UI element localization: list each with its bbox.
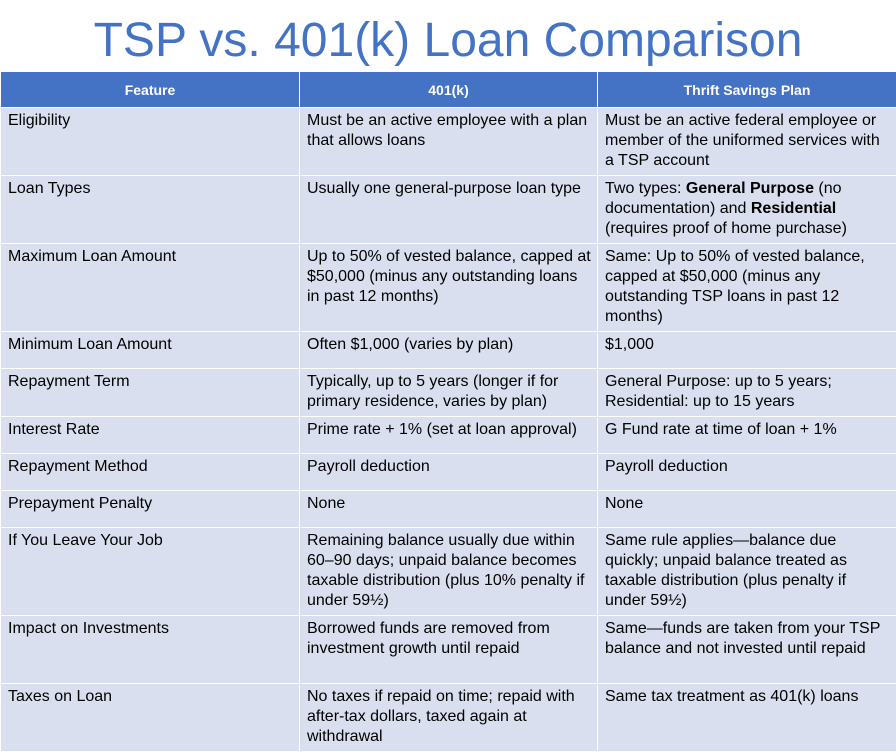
feature-cell: Eligibility	[1, 108, 300, 176]
header-feature: Feature	[1, 72, 300, 108]
401k-cell: Payroll deduction	[300, 454, 598, 491]
table-row: Repayment Term Typically, up to 5 years …	[1, 369, 896, 417]
401k-cell: Typically, up to 5 years (longer if for …	[300, 369, 598, 417]
header-401k: 401(k)	[300, 72, 598, 108]
tsp-cell: Must be an active federal employee or me…	[598, 108, 896, 176]
tsp-cell: G Fund rate at time of loan + 1%	[598, 417, 896, 454]
table-row: If You Leave Your Job Remaining balance …	[1, 528, 896, 616]
tsp-cell: Same: Up to 50% of vested balance, cappe…	[598, 244, 896, 332]
feature-cell: Prepayment Penalty	[1, 491, 300, 528]
401k-cell: Often $1,000 (varies by plan)	[300, 332, 598, 369]
feature-cell: Impact on Investments	[1, 616, 300, 684]
feature-cell: Maximum Loan Amount	[1, 244, 300, 332]
tsp-cell: Same—funds are taken from your TSP balan…	[598, 616, 896, 684]
table-row: Repayment Method Payroll deduction Payro…	[1, 454, 896, 491]
table-row: Eligibility Must be an active employee w…	[1, 108, 896, 176]
401k-cell: Remaining balance usually due within 60–…	[300, 528, 598, 616]
401k-cell: None	[300, 491, 598, 528]
comparison-table: Feature 401(k) Thrift Savings Plan Eligi…	[0, 71, 896, 752]
feature-cell: Loan Types	[1, 176, 300, 244]
feature-cell: Taxes on Loan	[1, 684, 300, 752]
tsp-cell: Payroll deduction	[598, 454, 896, 491]
table-row: Maximum Loan Amount Up to 50% of vested …	[1, 244, 896, 332]
header-row: Feature 401(k) Thrift Savings Plan	[1, 72, 896, 108]
feature-cell: Repayment Term	[1, 369, 300, 417]
table-row: Interest Rate Prime rate + 1% (set at lo…	[1, 417, 896, 454]
tsp-cell: Same rule applies—balance due quickly; u…	[598, 528, 896, 616]
table-row: Minimum Loan Amount Often $1,000 (varies…	[1, 332, 896, 369]
table-row: Impact on Investments Borrowed funds are…	[1, 616, 896, 684]
feature-cell: If You Leave Your Job	[1, 528, 300, 616]
table-row: Taxes on Loan No taxes if repaid on time…	[1, 684, 896, 752]
tsp-cell: General Purpose: up to 5 years; Resident…	[598, 369, 896, 417]
401k-cell: Must be an active employee with a plan t…	[300, 108, 598, 176]
tsp-cell: None	[598, 491, 896, 528]
feature-cell: Interest Rate	[1, 417, 300, 454]
401k-cell: Usually one general-purpose loan type	[300, 176, 598, 244]
401k-cell: No taxes if repaid on time; repaid with …	[300, 684, 598, 752]
header-tsp: Thrift Savings Plan	[598, 72, 896, 108]
page-title: TSP vs. 401(k) Loan Comparison	[0, 11, 896, 71]
feature-cell: Repayment Method	[1, 454, 300, 491]
tsp-bold-residential: Residential	[751, 200, 836, 217]
table-row: Loan Types Usually one general-purpose l…	[1, 176, 896, 244]
tsp-cell: Two types: General Purpose (no documenta…	[598, 176, 896, 244]
401k-cell: Up to 50% of vested balance, capped at $…	[300, 244, 598, 332]
table-row: Prepayment Penalty None None	[1, 491, 896, 528]
tsp-text-part: Two types:	[605, 180, 686, 197]
tsp-cell: Same tax treatment as 401(k) loans	[598, 684, 896, 752]
401k-cell: Prime rate + 1% (set at loan approval)	[300, 417, 598, 454]
feature-cell: Minimum Loan Amount	[1, 332, 300, 369]
tsp-cell: $1,000	[598, 332, 896, 369]
401k-cell: Borrowed funds are removed from investme…	[300, 616, 598, 684]
tsp-bold-general-purpose: General Purpose	[686, 180, 814, 197]
tsp-text-part: (requires proof of home purchase)	[605, 220, 847, 237]
